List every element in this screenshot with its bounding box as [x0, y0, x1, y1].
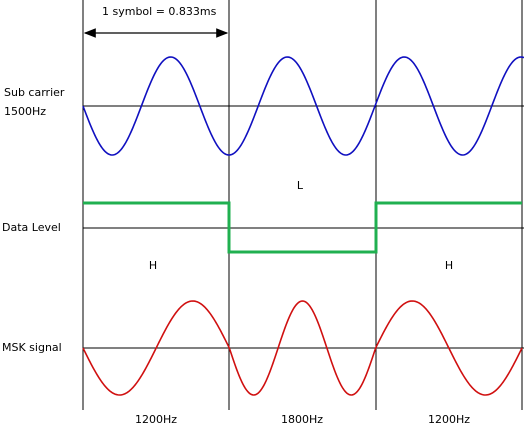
sub-carrier-wave — [82, 56, 524, 156]
row-sublabel: 1500Hz — [4, 105, 46, 118]
symbol-label: H — [445, 259, 453, 272]
symbol-label: H — [149, 259, 157, 272]
data-level-wave — [83, 201, 522, 254]
frequency-label: 1200Hz — [428, 413, 470, 426]
frequency-label: 1800Hz — [281, 413, 323, 426]
row-label: MSK signal — [2, 341, 62, 354]
row-label: Sub carrier — [4, 86, 65, 99]
msk-wave — [82, 300, 523, 396]
row-label: Data Level — [2, 221, 61, 234]
symbol-label: L — [297, 179, 304, 192]
symbol-annotation: 1 symbol = 0.833ms — [102, 5, 217, 18]
frequency-label: 1200Hz — [135, 413, 177, 426]
